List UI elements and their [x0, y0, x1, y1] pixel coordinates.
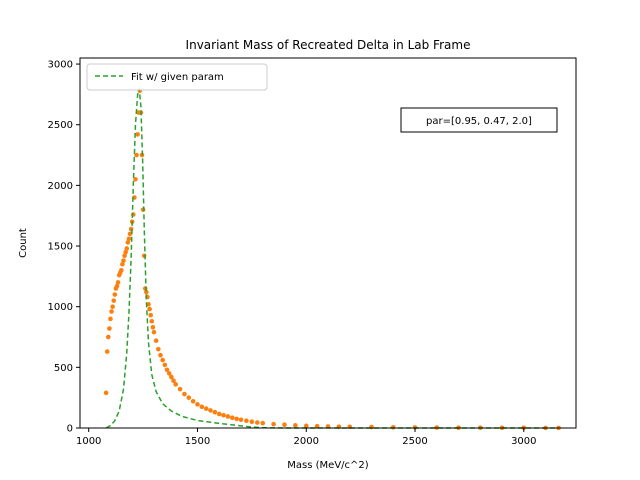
data-point: [109, 309, 114, 314]
y-tick-label: 1500: [48, 242, 73, 253]
y-tick-label: 500: [54, 363, 73, 374]
x-tick-label: 2500: [402, 436, 427, 447]
data-point: [105, 334, 111, 340]
data-point: [125, 240, 131, 245]
plot-frame: [79, 57, 577, 429]
y-tick-label: 3000: [48, 60, 73, 71]
data-point: [115, 280, 121, 285]
data-point: [146, 301, 151, 307]
data-point: [148, 312, 153, 318]
data-point: [103, 390, 109, 396]
axis-ticks: 1000 1500 2000 2500 3000 0 500 1000 1500 2000 2500…: [48, 60, 537, 447]
plot-area: [103, 88, 561, 431]
x-tick-label: 3000: [511, 436, 536, 447]
series-fit-line: [105, 88, 559, 429]
data-point: [260, 420, 266, 426]
data-point: [164, 367, 170, 373]
x-tick-label: 2000: [294, 436, 319, 447]
data-point: [151, 329, 157, 335]
data-point: [134, 152, 139, 158]
data-point: [177, 386, 183, 392]
data-point: [111, 298, 117, 303]
data-point: [225, 414, 231, 419]
data-point: [150, 325, 156, 330]
data-point: [104, 349, 110, 354]
data-point: [182, 391, 187, 397]
data-point: [171, 378, 176, 383]
data-point: [229, 415, 235, 420]
chart-title: Invariant Mass of Recreated Delta in Lab…: [186, 38, 471, 52]
legend: Fit w/ given param: [86, 63, 268, 91]
data-point: [186, 395, 192, 400]
data-point: [216, 411, 222, 417]
data-point: [144, 289, 149, 295]
data-point: [156, 346, 161, 352]
data-point: [166, 371, 172, 376]
data-point: [249, 419, 255, 424]
annotation-text: par=[0.95, 0.47, 2.0]: [426, 116, 532, 127]
data-point: [199, 404, 205, 410]
data-point: [221, 412, 226, 418]
data-point: [133, 177, 138, 182]
data-point: [122, 253, 127, 259]
data-point: [303, 423, 309, 429]
data-point: [147, 306, 152, 312]
annotation: par=[0.95, 0.47, 2.0]: [400, 107, 558, 133]
y-tick-label: 2500: [48, 120, 73, 131]
data-point: [282, 422, 287, 428]
data-point: [195, 402, 200, 407]
y-tick-label: 0: [67, 424, 73, 435]
x-tick-label: 1000: [76, 436, 101, 447]
data-point: [162, 362, 168, 368]
data-point: [203, 406, 209, 411]
data-point: [238, 417, 244, 423]
data-point: [271, 421, 276, 427]
y-tick-label: 1000: [48, 302, 73, 313]
data-point: [208, 408, 213, 413]
data-point: [123, 249, 128, 255]
data-point: [158, 352, 163, 358]
data-point: [244, 418, 249, 424]
data-point: [126, 236, 132, 242]
data-point: [190, 399, 196, 404]
legend-label-fit: Fit w/ given param: [131, 72, 224, 83]
data-point: [107, 326, 112, 331]
data-point: [119, 268, 124, 273]
data-point: [212, 409, 218, 415]
data-point: [124, 246, 130, 251]
data-point: [135, 132, 140, 137]
x-tick-label: 1500: [185, 436, 210, 447]
data-point: [108, 316, 113, 322]
data-point: [173, 382, 179, 387]
x-axis-label: Mass (MeV/c^2): [287, 460, 368, 471]
data-point: [234, 416, 239, 422]
y-axis-label: Count: [18, 228, 29, 258]
data-point: [112, 292, 118, 297]
data-point: [153, 338, 159, 343]
data-point: [169, 374, 174, 380]
data-point: [254, 420, 260, 425]
data-point: [121, 258, 126, 263]
data-point: [114, 283, 120, 289]
data-point: [120, 261, 125, 267]
data-point: [293, 423, 298, 428]
data-point: [149, 318, 155, 324]
data-point: [160, 357, 165, 363]
data-point: [110, 304, 115, 309]
annotation-box: [400, 107, 558, 133]
legend-box: [86, 63, 268, 91]
y-tick-label: 2000: [48, 181, 73, 192]
